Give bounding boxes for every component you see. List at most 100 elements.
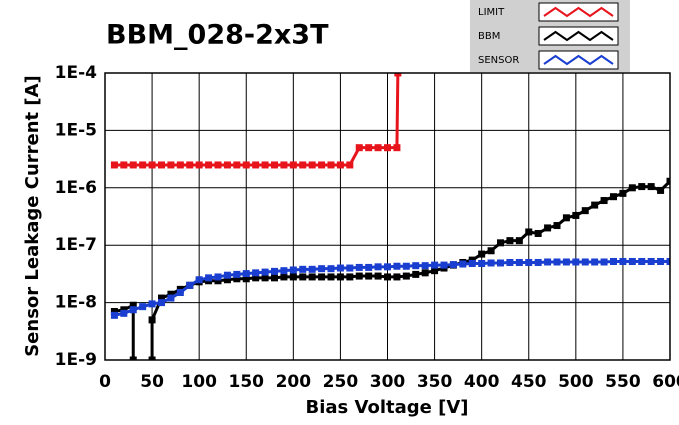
data-point xyxy=(374,272,382,280)
data-point xyxy=(346,264,354,272)
data-point xyxy=(271,274,278,282)
data-point xyxy=(167,294,175,302)
data-point xyxy=(336,273,344,281)
data-point xyxy=(402,262,410,270)
y-tick-label: 1E-8 xyxy=(55,293,97,313)
data-point xyxy=(158,294,165,302)
data-point xyxy=(534,229,542,237)
data-point xyxy=(223,161,231,169)
data-point xyxy=(506,258,514,266)
legend-swatch-line xyxy=(543,6,614,18)
data-point xyxy=(336,264,344,272)
data-point xyxy=(412,270,420,278)
data-point xyxy=(271,267,278,275)
data-point xyxy=(252,274,260,282)
data-point xyxy=(619,189,627,197)
data-point xyxy=(148,300,156,308)
legend-item[interactable]: LIMIT xyxy=(478,2,619,22)
data-point xyxy=(139,303,147,311)
data-point xyxy=(233,270,241,278)
data-point xyxy=(318,265,326,273)
data-point xyxy=(384,263,391,271)
data-point xyxy=(600,258,608,266)
data-point xyxy=(393,273,401,281)
data-point xyxy=(355,144,363,152)
x-tick-label: 100 xyxy=(181,372,217,392)
data-point xyxy=(534,258,542,266)
data-point xyxy=(393,144,401,152)
data-point xyxy=(120,161,128,169)
data-point xyxy=(129,356,137,360)
data-point xyxy=(327,265,335,273)
data-point xyxy=(468,259,476,267)
data-point xyxy=(666,258,670,266)
x-tick-label: 250 xyxy=(323,372,359,392)
data-point xyxy=(591,258,599,266)
data-point xyxy=(610,258,617,266)
data-point xyxy=(289,266,297,274)
data-point xyxy=(600,197,608,205)
data-point xyxy=(553,222,561,230)
y-tick-label: 1E-4 xyxy=(55,63,97,83)
legend-label: LIMIT xyxy=(478,7,505,18)
data-point xyxy=(148,161,156,169)
data-point xyxy=(421,262,429,270)
data-point xyxy=(525,258,533,266)
data-point xyxy=(280,161,288,169)
x-tick-label: 500 xyxy=(558,372,594,392)
data-point xyxy=(365,272,373,280)
data-point xyxy=(129,306,137,314)
data-point xyxy=(346,273,354,281)
data-point xyxy=(591,201,599,209)
data-point xyxy=(506,237,514,245)
data-point xyxy=(308,265,316,273)
data-point xyxy=(327,161,335,169)
data-point xyxy=(233,161,241,169)
data-point xyxy=(394,73,402,77)
y-tick-label: 1E-6 xyxy=(55,178,97,198)
legend-item[interactable]: SENSOR xyxy=(478,50,619,70)
data-point xyxy=(214,273,222,281)
data-point xyxy=(261,274,269,282)
data-point xyxy=(497,259,504,267)
data-point xyxy=(384,144,391,152)
data-point xyxy=(223,271,231,279)
data-point xyxy=(666,177,670,185)
legend-swatch-line xyxy=(543,30,614,42)
data-point xyxy=(449,261,457,269)
x-tick-label: 450 xyxy=(511,372,547,392)
data-point xyxy=(431,261,439,269)
data-point xyxy=(242,270,250,278)
data-point xyxy=(308,161,316,169)
chart-title: BBM_028-2x3T xyxy=(106,20,329,51)
data-point xyxy=(299,161,307,169)
data-point xyxy=(167,290,175,298)
data-point xyxy=(431,267,439,275)
data-point xyxy=(572,211,580,219)
data-point xyxy=(336,161,344,169)
data-point xyxy=(176,288,184,296)
data-point xyxy=(562,214,570,222)
data-point xyxy=(280,267,288,275)
data-point xyxy=(610,193,617,201)
data-point xyxy=(271,161,278,169)
data-point xyxy=(459,260,467,268)
data-point xyxy=(355,272,363,280)
legend[interactable]: LIMIT BBM SENSOR xyxy=(478,2,619,70)
data-point xyxy=(289,273,297,281)
y-tick-label: 1E-5 xyxy=(55,120,97,140)
data-point xyxy=(421,269,429,277)
data-point xyxy=(412,262,420,270)
legend-swatch-box xyxy=(538,50,619,70)
data-point xyxy=(214,161,222,169)
plot-area xyxy=(110,73,670,360)
data-point xyxy=(261,268,269,276)
data-point xyxy=(374,144,382,152)
y-tick-label: 1E-9 xyxy=(55,350,97,370)
legend-label: BBM xyxy=(478,31,500,42)
data-point xyxy=(638,258,646,266)
plot-frame xyxy=(104,72,671,361)
data-point xyxy=(167,161,175,169)
data-point xyxy=(478,259,486,267)
legend-item[interactable]: BBM xyxy=(478,26,619,46)
